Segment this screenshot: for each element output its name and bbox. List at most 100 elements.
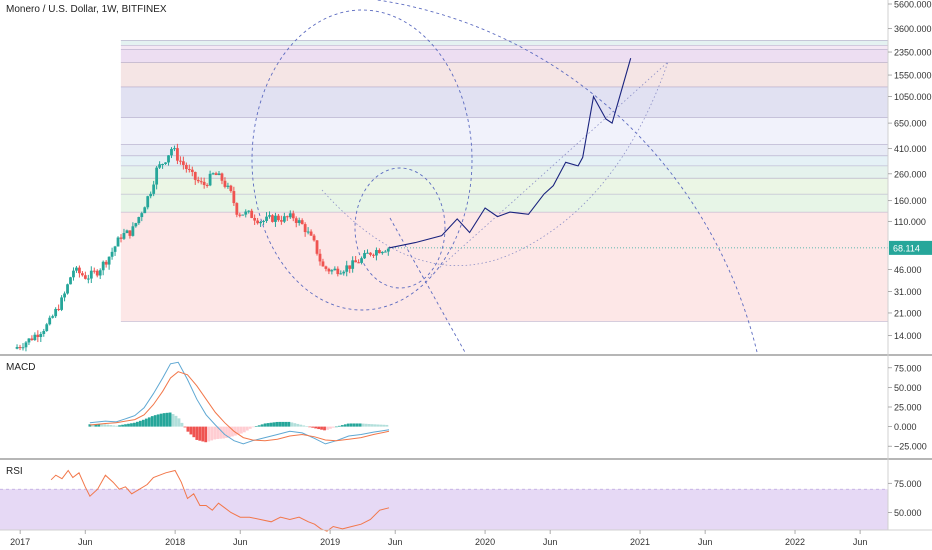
macd-histogram-bar	[329, 426, 332, 429]
price-axis[interactable]: 5600.000 3600.000 2350.000 1550.000 1050.000…	[888, 0, 932, 518]
candle-body	[72, 270, 75, 278]
candle-body	[247, 210, 251, 212]
candle-body	[315, 240, 319, 254]
macd-histogram-bar	[171, 414, 175, 427]
macd-histogram-bar	[115, 425, 119, 427]
candle-body	[345, 265, 349, 272]
macd-histogram-bar	[183, 426, 187, 428]
candle-body	[333, 268, 337, 271]
macd-histogram-bar	[337, 425, 341, 427]
candle-body	[66, 284, 69, 294]
price-tick-label: 260.000	[894, 169, 927, 179]
price-tick-label: 1050.000	[894, 92, 932, 102]
macd-histogram	[88, 412, 389, 443]
macd-histogram-bar	[177, 418, 181, 427]
candle-body	[253, 217, 257, 221]
candle-body	[217, 173, 221, 176]
candle-body	[285, 216, 289, 218]
fib-band	[120, 165, 888, 179]
candle-body	[119, 237, 123, 239]
macd-lines	[89, 361, 390, 445]
macd-histogram-bar	[370, 424, 374, 427]
time-tick-label: 2017	[10, 537, 30, 547]
candle-body	[279, 220, 283, 222]
candle-body	[190, 169, 194, 172]
macd-histogram-bar	[308, 426, 312, 428]
macd-histogram-bar	[236, 426, 240, 435]
rsi-band	[0, 488, 888, 531]
fib-diagonal	[427, 61, 669, 279]
fib-band	[120, 86, 888, 118]
time-tick-label: 2018	[165, 537, 185, 547]
projection-path	[388, 58, 632, 249]
candle-body	[339, 273, 343, 275]
macd-tick-label: −25.000	[894, 442, 927, 452]
macd-histogram-bar	[239, 426, 243, 434]
price-pane[interactable]	[15, 0, 888, 355]
macd-histogram-bar	[228, 426, 231, 438]
candle-body	[354, 260, 358, 263]
signal-line	[89, 371, 390, 442]
macd-histogram-bar	[234, 426, 237, 436]
candle-body	[158, 164, 162, 168]
candle-body	[140, 213, 144, 218]
macd-histogram-bar	[195, 426, 199, 440]
time-tick-label: Jun	[388, 537, 403, 547]
macd-histogram-bar	[343, 424, 347, 427]
candle-body	[348, 265, 352, 269]
candle-body	[318, 253, 322, 262]
rsi-pane[interactable]	[0, 469, 888, 532]
macd-histogram-bar	[162, 413, 166, 427]
macd-histogram-bar	[263, 423, 267, 427]
macd-histogram-bar	[376, 424, 380, 427]
macd-histogram-bar	[287, 421, 291, 427]
macd-histogram-bar	[358, 423, 362, 427]
time-tick-label: Jun	[543, 537, 558, 547]
macd-histogram-bar	[254, 426, 258, 427]
macd-histogram-bar	[335, 426, 338, 428]
candle-body	[268, 215, 271, 217]
macd-histogram-bar	[150, 416, 154, 427]
candle-body	[369, 252, 372, 255]
price-projection	[388, 58, 632, 249]
macd-histogram-bar	[266, 423, 270, 427]
candle-body	[107, 256, 111, 265]
macd-histogram-bar	[136, 421, 139, 427]
price-tick-label: 410.000	[894, 144, 927, 154]
candle-body	[241, 214, 245, 216]
candle-body	[208, 173, 212, 186]
macd-pane[interactable]	[88, 361, 390, 445]
candle-body	[80, 273, 84, 276]
candle-body	[386, 248, 390, 252]
time-axis[interactable]: 2017 Jun 2018 Jun 2019 Jun 2020 Jun 2021 Jun 2022 J…	[10, 530, 867, 547]
macd-histogram-bar	[130, 423, 133, 427]
candle-body	[223, 180, 227, 187]
macd-histogram-bar	[112, 425, 116, 427]
candle-body	[125, 230, 129, 234]
fib-band	[120, 40, 888, 46]
candle-body	[205, 184, 209, 186]
candle-body	[57, 308, 61, 310]
time-tick-label: Jun	[233, 537, 248, 547]
macd-histogram-bar	[100, 424, 104, 427]
candle-body	[330, 270, 334, 272]
candle-body	[95, 270, 99, 276]
candle-body	[24, 342, 28, 348]
macd-histogram-bar	[121, 424, 124, 427]
candle-body	[164, 162, 167, 165]
candle-body	[327, 268, 331, 272]
candle-body	[176, 148, 179, 161]
candle-body	[116, 237, 120, 247]
candle-body	[36, 334, 40, 338]
candle-body	[39, 333, 43, 338]
macd-histogram-bar	[189, 426, 193, 435]
macd-histogram-bar	[346, 423, 350, 427]
macd-histogram-bar	[192, 426, 196, 438]
candle-body	[48, 317, 52, 325]
fib-band	[120, 117, 888, 145]
candle-body	[173, 148, 176, 150]
fib-circle-small	[354, 167, 446, 289]
macd-histogram-bar	[245, 426, 249, 431]
candle-body	[187, 169, 191, 171]
